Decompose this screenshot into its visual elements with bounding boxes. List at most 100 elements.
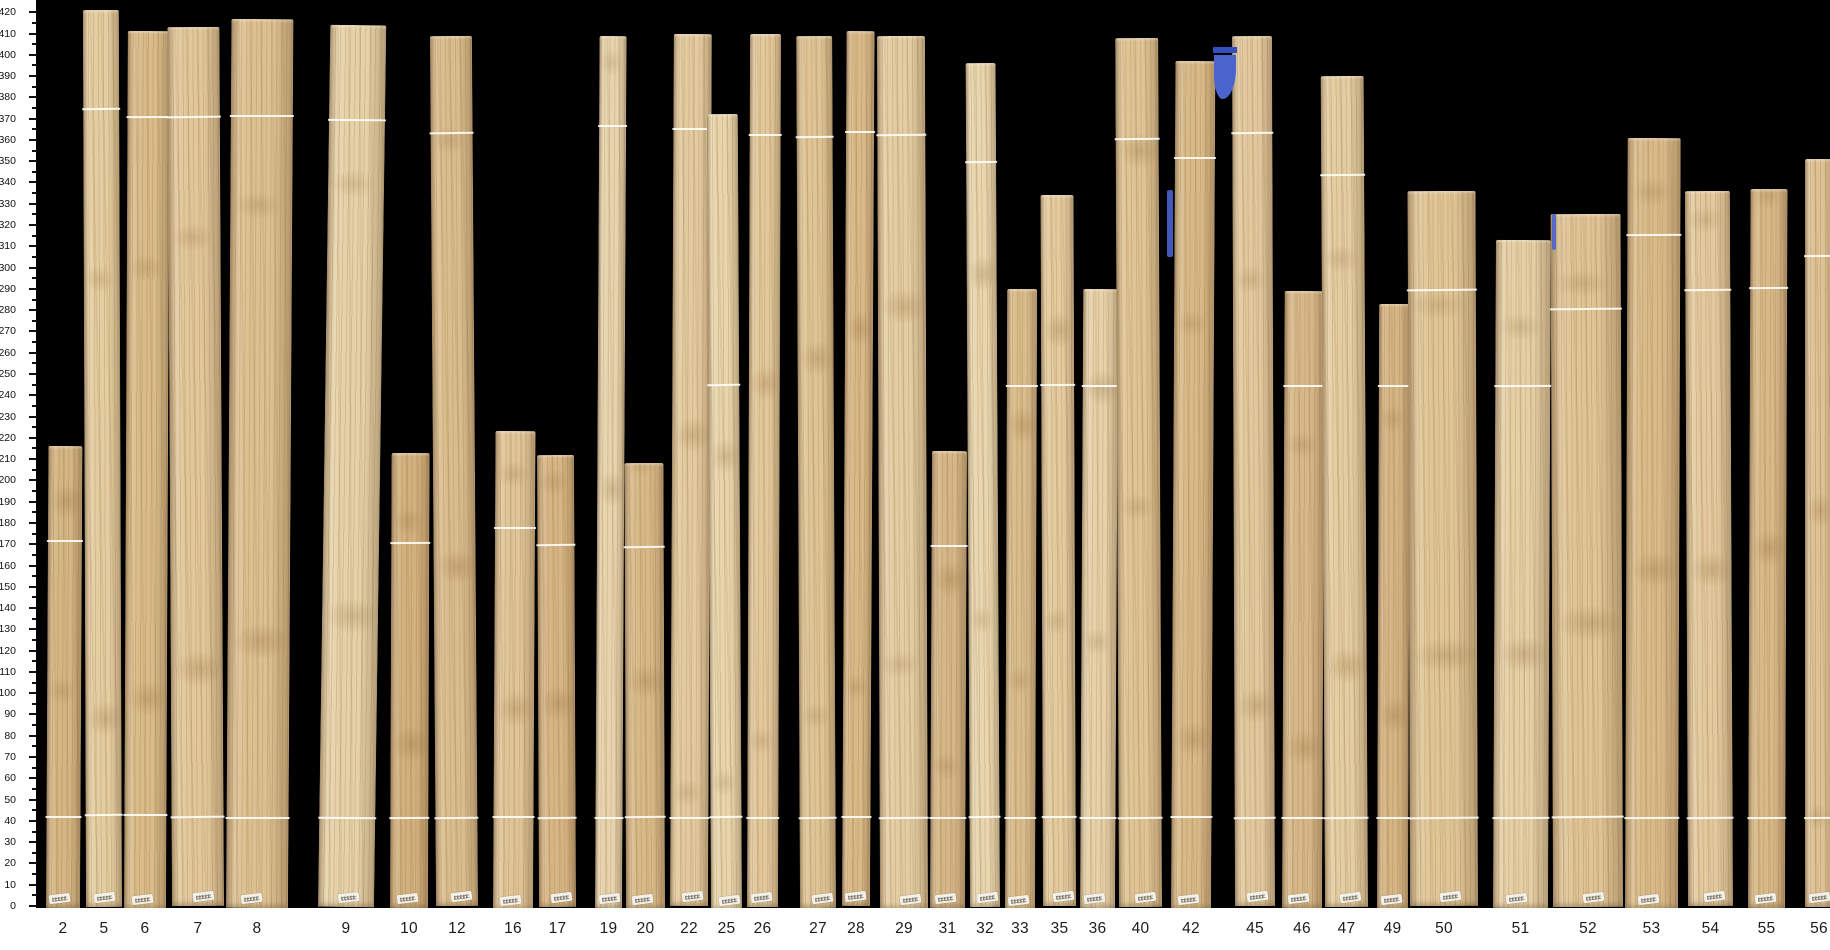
axis-minor-tick [32, 617, 37, 620]
x-axis-strip [0, 908, 1830, 950]
sticker-text [1757, 895, 1773, 902]
board-40[interactable] [1114, 37, 1163, 908]
axis-major-tick [29, 138, 37, 141]
chalk-line [1233, 816, 1276, 819]
board-number-label: 36 [1088, 920, 1107, 937]
chalk-line [537, 816, 577, 819]
board-45[interactable] [1231, 35, 1276, 907]
axis-major-tick [29, 436, 37, 439]
board-53[interactable] [1624, 137, 1682, 908]
board-42[interactable] [1170, 61, 1216, 908]
board-35[interactable] [1040, 195, 1077, 907]
board-number-label: 32 [976, 920, 994, 937]
board-36[interactable] [1079, 288, 1119, 908]
axis-major-tick [29, 734, 37, 737]
axis-major-tick [29, 649, 37, 652]
axis-minor-tick [32, 575, 37, 578]
sticker-text [1055, 893, 1071, 900]
board-number-label: 16 [504, 920, 522, 937]
board-number-label: 26 [753, 920, 772, 937]
board-id-sticker [1051, 890, 1074, 903]
chalk-line [876, 133, 927, 136]
chalk-line [536, 544, 576, 547]
board-number-label: 47 [1337, 920, 1356, 937]
axis-minor-tick [32, 447, 37, 450]
board-5[interactable] [82, 10, 123, 908]
axis-major-tick [29, 75, 37, 78]
axis-tick-label: 210 [0, 453, 16, 466]
board-number-label: 25 [717, 920, 736, 937]
axis-minor-tick [32, 149, 37, 152]
axis-minor-tick [32, 128, 37, 131]
board-28[interactable] [841, 31, 876, 907]
board-25[interactable] [706, 114, 743, 908]
board-id-sticker [499, 894, 522, 907]
board-27[interactable] [795, 35, 837, 908]
chalk-line [1376, 816, 1410, 819]
chalk-line [1281, 816, 1324, 819]
axis-minor-tick [32, 766, 37, 769]
axis-tick-label: 100 [0, 687, 16, 700]
axis-tick-label: 80 [4, 729, 16, 742]
board-33[interactable] [1004, 288, 1038, 908]
board-19[interactable] [594, 35, 628, 908]
axis-major-tick [29, 415, 37, 418]
blue-sliver-board42 [1167, 190, 1173, 257]
sticker-text [243, 895, 260, 902]
board-49[interactable] [1376, 303, 1411, 908]
board-9[interactable] [318, 24, 387, 908]
axis-minor-tick [32, 341, 37, 344]
chalk-line [594, 816, 624, 819]
board-12[interactable] [429, 35, 479, 907]
board-29[interactable] [876, 35, 929, 908]
board-number-label: 10 [400, 920, 418, 937]
axis-major-tick [29, 841, 37, 844]
board-22[interactable] [669, 33, 713, 907]
chalk-line [624, 816, 666, 819]
axis-minor-tick [32, 809, 37, 812]
board-10[interactable] [389, 452, 431, 908]
board-32[interactable] [965, 63, 1001, 908]
board-46[interactable] [1281, 290, 1326, 908]
chalk-line [45, 816, 82, 819]
board-id-sticker [337, 891, 360, 904]
board-31[interactable] [929, 450, 968, 908]
board-id-sticker [192, 890, 215, 903]
chalk-line [82, 107, 121, 111]
chalk-line [1626, 233, 1682, 236]
board-8[interactable] [225, 18, 294, 908]
blue-fan-top [1214, 55, 1236, 99]
sticker-text [847, 893, 864, 900]
board-54[interactable] [1684, 190, 1734, 907]
board-26[interactable] [746, 33, 782, 908]
board-55[interactable] [1747, 188, 1789, 908]
board-6[interactable] [123, 31, 171, 908]
board-56[interactable] [1803, 159, 1830, 907]
axis-major-tick [29, 543, 37, 546]
chalk-line [429, 131, 474, 134]
board-51[interactable] [1492, 239, 1552, 908]
chalk-line [1231, 131, 1274, 134]
board-50[interactable] [1406, 190, 1479, 907]
board-20[interactable] [623, 463, 666, 908]
board-16[interactable] [492, 431, 537, 908]
chalk-line [225, 816, 290, 819]
board-2[interactable] [45, 446, 83, 908]
axis-minor-tick [32, 298, 37, 301]
board-id-sticker [1133, 891, 1156, 904]
chalk-line [1551, 816, 1624, 819]
axis-tick-label: 170 [0, 538, 16, 551]
chalk-line [1494, 384, 1552, 387]
sticker-text [96, 894, 113, 901]
board-17[interactable] [536, 454, 577, 908]
board-number-label: 35 [1050, 920, 1069, 937]
axis-tick-label: 90 [4, 708, 16, 721]
axis-major-tick [29, 479, 37, 482]
board-52[interactable] [1549, 214, 1624, 908]
board-id-sticker [1246, 890, 1269, 903]
blue-bar-top [1213, 47, 1237, 53]
sticker-text [134, 896, 151, 903]
board-7[interactable] [166, 27, 225, 907]
chalk-line [1803, 254, 1830, 257]
board-47[interactable] [1320, 75, 1369, 908]
